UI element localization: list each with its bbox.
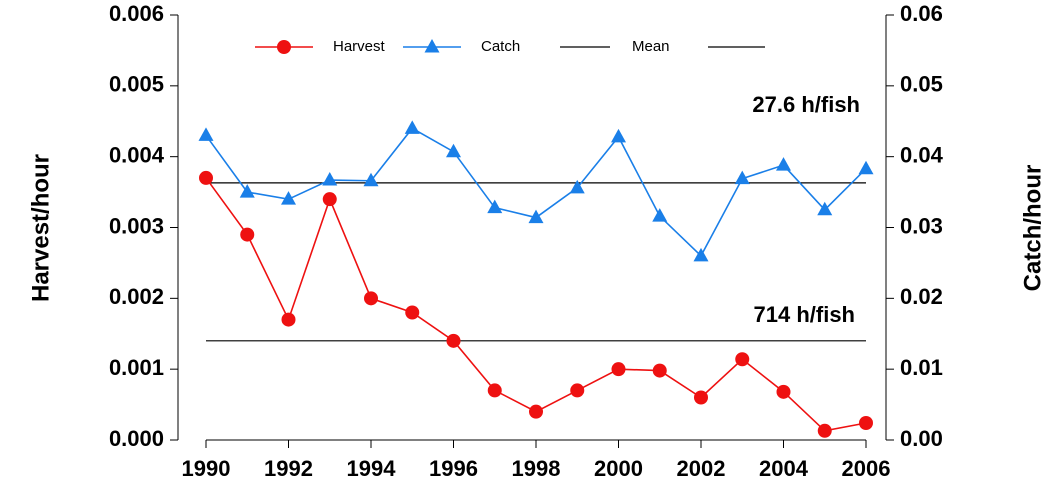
marker	[817, 201, 833, 216]
y2-tick-label: 0.04	[900, 142, 944, 167]
x-tick-label: 2002	[677, 456, 726, 481]
marker	[322, 172, 338, 186]
marker	[735, 352, 750, 367]
x-tick-label: 2004	[759, 456, 809, 481]
marker	[611, 128, 626, 143]
y-tick-label: 0.000	[109, 426, 164, 451]
marker	[405, 305, 420, 320]
marker	[446, 333, 461, 348]
x-tick-label: 1992	[264, 456, 313, 481]
marker	[487, 383, 502, 398]
marker	[776, 157, 791, 171]
marker	[693, 247, 709, 262]
x-tick-label: 1994	[347, 456, 397, 481]
y-tick-label: 0.004	[109, 142, 165, 167]
marker	[817, 423, 832, 438]
marker	[734, 170, 750, 185]
y-tick-label: 0.001	[109, 355, 164, 380]
marker	[652, 208, 668, 222]
marker	[776, 384, 791, 399]
x-tick-label: 1998	[512, 456, 561, 481]
marker	[570, 383, 585, 398]
marker	[858, 160, 874, 175]
y2-tick-label: 0.00	[900, 426, 943, 451]
legend-marker	[277, 40, 291, 54]
x-tick-label: 1996	[429, 456, 478, 481]
x-tick-label: 2006	[842, 456, 891, 481]
y-tick-label: 0.006	[109, 1, 164, 26]
marker	[281, 312, 296, 327]
marker	[859, 416, 873, 430]
legend-label: Catch	[481, 38, 520, 55]
y2-tick-label: 0.05	[900, 72, 943, 97]
marker	[281, 191, 296, 205]
annotation: 714 h/fish	[754, 302, 855, 327]
marker	[528, 209, 544, 224]
marker	[569, 179, 585, 194]
marker	[446, 143, 461, 158]
x-tick-label: 2000	[594, 456, 643, 481]
marker	[529, 404, 543, 419]
marker	[404, 120, 420, 134]
marker	[240, 227, 255, 242]
legend-marker	[424, 39, 440, 53]
marker	[364, 291, 378, 306]
marker	[198, 127, 214, 141]
y-tick-label: 0.005	[109, 72, 164, 97]
y-axis-title: Harvest/hour	[27, 154, 54, 302]
legend-label: Mean	[632, 38, 670, 55]
y2-axis-title: Catch/hour	[1019, 165, 1046, 292]
marker	[487, 199, 503, 214]
series-line	[205, 127, 867, 258]
y2-tick-label: 0.06	[900, 1, 943, 26]
y2-tick-label: 0.03	[900, 213, 943, 238]
marker	[363, 172, 379, 187]
marker	[239, 184, 255, 198]
annotation: 27.6 h/fish	[752, 92, 860, 117]
y2-tick-label: 0.01	[900, 355, 943, 380]
marker	[611, 362, 626, 377]
marker	[694, 390, 708, 405]
y-tick-label: 0.002	[109, 284, 164, 309]
y-tick-label: 0.003	[109, 213, 164, 238]
marker	[652, 363, 667, 378]
marker	[322, 192, 337, 207]
legend-label: Harvest	[333, 38, 386, 55]
marker	[199, 170, 213, 185]
y2-tick-label: 0.02	[900, 284, 943, 309]
x-tick-label: 1990	[182, 456, 231, 481]
